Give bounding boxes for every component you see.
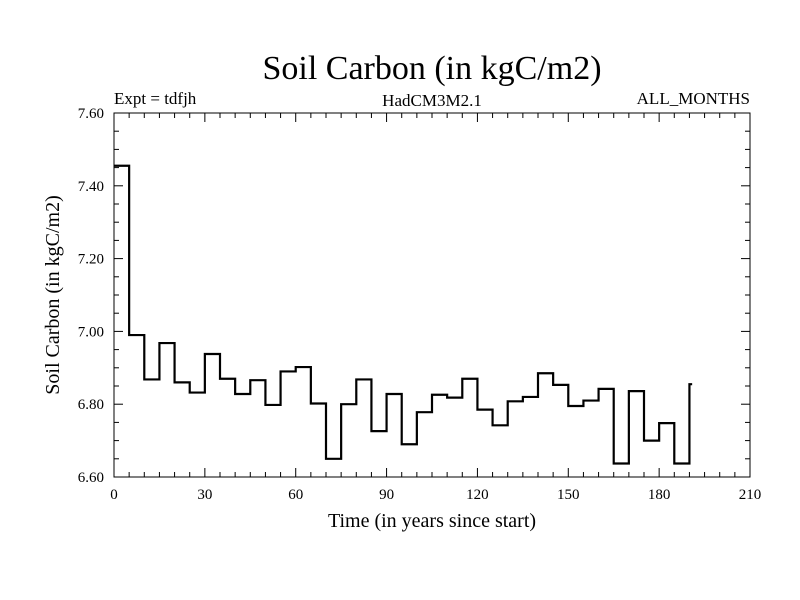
x-tick-label: 30 [197,487,212,503]
y-tick-label: 6.80 [78,397,104,413]
model-label: HadCM3M2.1 [382,91,482,110]
x-tick-labels: 0 30 60 90 120 150 180 210 [110,487,761,503]
x-tick-label: 60 [288,487,303,503]
x-tick-label: 150 [557,487,580,503]
y-tick-labels: 6.60 6.80 7.00 7.20 7.40 7.60 [78,106,104,486]
x-axis-label: Time (in years since start) [328,510,536,532]
y-tick-label: 7.40 [78,179,104,195]
soil-carbon-series-line [114,164,693,465]
x-tick-label: 210 [739,487,762,503]
axis-ticks [113,112,751,478]
chart-title: Soil Carbon (in kgC/m2) [262,50,601,87]
y-tick-label: 7.00 [78,324,104,340]
x-tick-label: 120 [466,487,489,503]
x-tick-label: 180 [648,487,671,503]
y-tick-label: 7.60 [78,106,104,122]
experiment-label: Expt = tdfjh [114,89,197,108]
x-tick-label: 90 [379,487,394,503]
x-tick-label: 0 [110,487,118,503]
plot-frame [113,112,751,478]
y-tick-label: 6.60 [78,470,104,486]
y-axis-label: Soil Carbon (in kgC/m2) [42,195,64,394]
y-tick-label: 7.20 [78,252,104,268]
months-label: ALL_MONTHS [637,89,750,108]
